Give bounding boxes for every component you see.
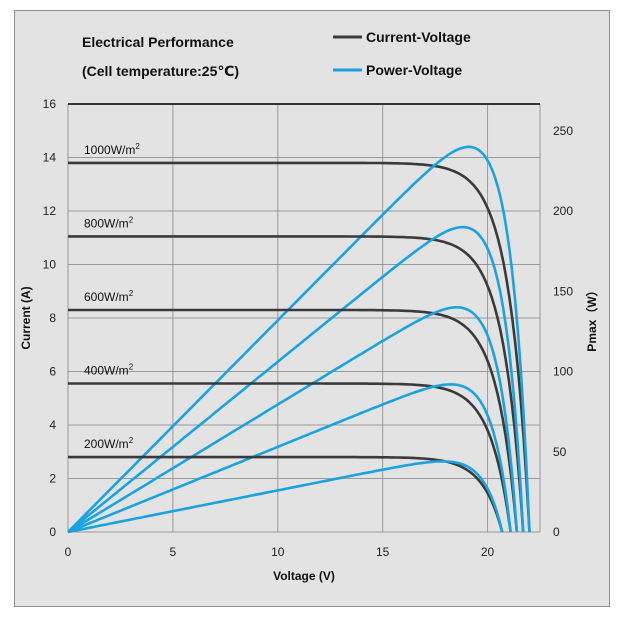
irradiance-labels: 1000W/m2 800W/m2 600W/m2 400W/m2 200W/m2 — [84, 142, 140, 451]
iv-curve — [67, 161, 531, 533]
y2-tick-label: 150 — [553, 284, 573, 298]
iv-curve — [68, 455, 504, 533]
y2-tick-label: 200 — [553, 204, 573, 218]
y-tick-label: 2 — [49, 472, 56, 486]
y-axis-title: Current (A) — [19, 286, 33, 349]
irradiance-label: 800W/m2 — [84, 215, 134, 230]
grid-lines — [67, 103, 541, 533]
y2-tick-label: 0 — [553, 525, 560, 539]
x-tick-label: 10 — [271, 545, 285, 559]
y-tick-label: 6 — [49, 365, 56, 379]
curves — [67, 145, 531, 534]
irradiance-label: 400W/m2 — [84, 363, 134, 378]
pv-curve — [67, 460, 504, 534]
iv-curve — [68, 235, 525, 533]
legend-label-iv: Current-Voltage — [366, 29, 471, 45]
x-tick-label: 0 — [65, 545, 72, 559]
y-tick-label: 10 — [43, 258, 57, 272]
x-tick-label: 15 — [376, 545, 390, 559]
irradiance-label: 600W/m2 — [84, 289, 134, 304]
x-tick-label: 20 — [481, 545, 495, 559]
y-tick-label: 0 — [49, 525, 56, 539]
pv-curve — [67, 383, 512, 534]
pv-curve — [67, 305, 519, 534]
y-tick-label: 8 — [49, 311, 56, 325]
iv-curve — [68, 308, 519, 533]
irradiance-label: 1000W/m2 — [84, 142, 140, 157]
pv-curve — [67, 145, 531, 533]
y2-tick-label: 250 — [553, 124, 573, 138]
y2-tick-label: 50 — [553, 445, 567, 459]
pv-curve — [67, 225, 525, 534]
x-tick-label: 5 — [170, 545, 177, 559]
chart-title: Electrical Performance — [82, 34, 234, 50]
y-tick-label: 4 — [49, 418, 56, 432]
legend-label-pv: Power-Voltage — [366, 62, 462, 78]
y-tick-label: 16 — [43, 97, 57, 111]
chart-subtitle: (Cell temperature:25℃) — [82, 63, 239, 79]
y-tick-label: 12 — [43, 204, 57, 218]
y2-tick-label: 100 — [553, 365, 573, 379]
irradiance-label: 200W/m2 — [84, 436, 134, 451]
y2-axis-title: Pmax（W） — [584, 284, 599, 351]
x-axis-title: Voltage (V) — [273, 569, 335, 583]
y-tick-label: 14 — [43, 151, 57, 165]
